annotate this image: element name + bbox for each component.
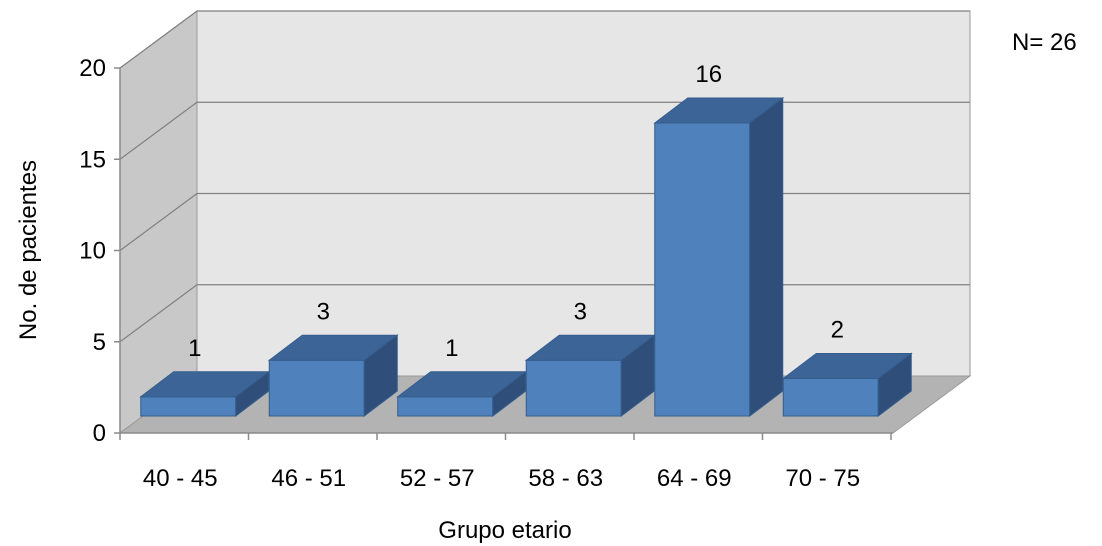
y-tick-label: 0 bbox=[93, 420, 106, 447]
category-label: 52 - 57 bbox=[400, 465, 475, 492]
bar bbox=[267, 334, 399, 418]
y-tick-label: 20 bbox=[79, 55, 106, 82]
data-label: 16 bbox=[695, 61, 722, 88]
data-label: 1 bbox=[445, 335, 458, 362]
labels: 1 40 - 45 3 46 - 51 1 52 - 57 3 58 - 63 16 64 - 6… bbox=[79, 55, 860, 492]
bar-front bbox=[654, 122, 751, 417]
category-label: 58 - 63 bbox=[528, 465, 603, 492]
bar-front bbox=[782, 378, 879, 417]
bar-front bbox=[140, 396, 237, 417]
gridline-side bbox=[119, 10, 198, 69]
bar bbox=[524, 334, 656, 418]
gridline-side bbox=[119, 193, 198, 251]
x-axis-title: Grupo etario bbox=[438, 517, 571, 544]
bar bbox=[781, 352, 913, 418]
bar-front bbox=[525, 359, 622, 417]
bar-side bbox=[877, 352, 912, 418]
data-label: 2 bbox=[831, 317, 844, 344]
category-label: 64 - 69 bbox=[657, 465, 732, 492]
bar bbox=[653, 96, 785, 418]
y-tick-label: 10 bbox=[79, 238, 106, 265]
gridlines bbox=[119, 10, 970, 343]
bar bbox=[396, 370, 528, 418]
y-tick-label: 5 bbox=[93, 329, 106, 356]
bar-side bbox=[363, 334, 398, 418]
bar-front bbox=[268, 359, 365, 417]
axes bbox=[114, 67, 893, 440]
y-axis-title: No. de pacientes bbox=[15, 160, 42, 340]
sample-size-annotation: N= 26 bbox=[1012, 29, 1077, 56]
gridline-side bbox=[119, 101, 198, 160]
bars bbox=[139, 96, 913, 418]
category-label: 46 - 51 bbox=[271, 465, 346, 492]
data-label: 1 bbox=[188, 335, 201, 362]
y-tick-label: 15 bbox=[79, 146, 106, 173]
category-label: 70 - 75 bbox=[785, 465, 860, 492]
data-label: 3 bbox=[317, 298, 330, 325]
bar-side bbox=[749, 96, 784, 418]
gridline-side bbox=[119, 284, 198, 343]
data-label: 3 bbox=[574, 298, 587, 325]
category-label: 40 - 45 bbox=[143, 465, 218, 492]
bar-front bbox=[397, 396, 494, 417]
